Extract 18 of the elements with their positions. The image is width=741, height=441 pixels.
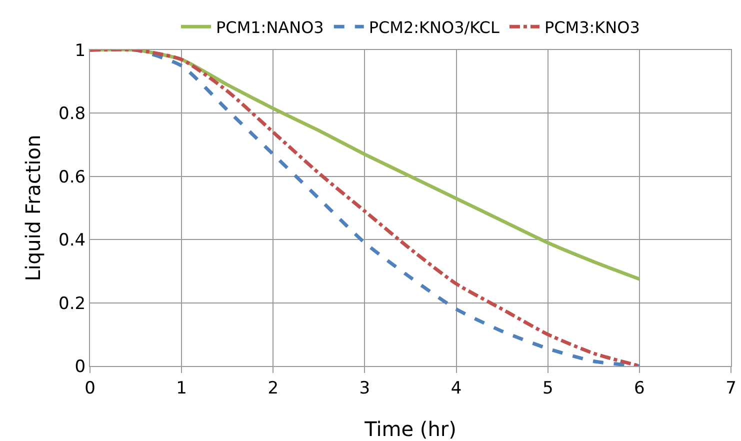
y-tick-label: 0.4 bbox=[58, 230, 86, 251]
legend-label: PCM2:KNO3/KCL bbox=[368, 18, 500, 37]
legend-label: PCM3:KNO3 bbox=[544, 18, 640, 37]
x-tick-label: 2 bbox=[268, 378, 279, 398]
y-tick-label: 0.6 bbox=[58, 167, 86, 188]
y-tick-label: 0.8 bbox=[58, 104, 86, 124]
y-tick-label: 0 bbox=[74, 356, 86, 377]
y-tick-label: 0.2 bbox=[58, 294, 86, 314]
x-tick-label: 4 bbox=[450, 378, 462, 398]
y-axis-title: Liquid Fraction bbox=[21, 134, 45, 282]
x-tick-label: 6 bbox=[634, 378, 645, 398]
x-tick-label: 3 bbox=[359, 378, 370, 398]
x-axis-title: Time (hr) bbox=[364, 417, 456, 441]
y-tick-label: 1 bbox=[74, 40, 86, 61]
x-tick-label: 5 bbox=[542, 378, 554, 398]
x-tick-label: 7 bbox=[726, 378, 736, 398]
legend-label: PCM1:NANO3 bbox=[216, 18, 324, 37]
x-tick-label: 1 bbox=[176, 378, 187, 398]
